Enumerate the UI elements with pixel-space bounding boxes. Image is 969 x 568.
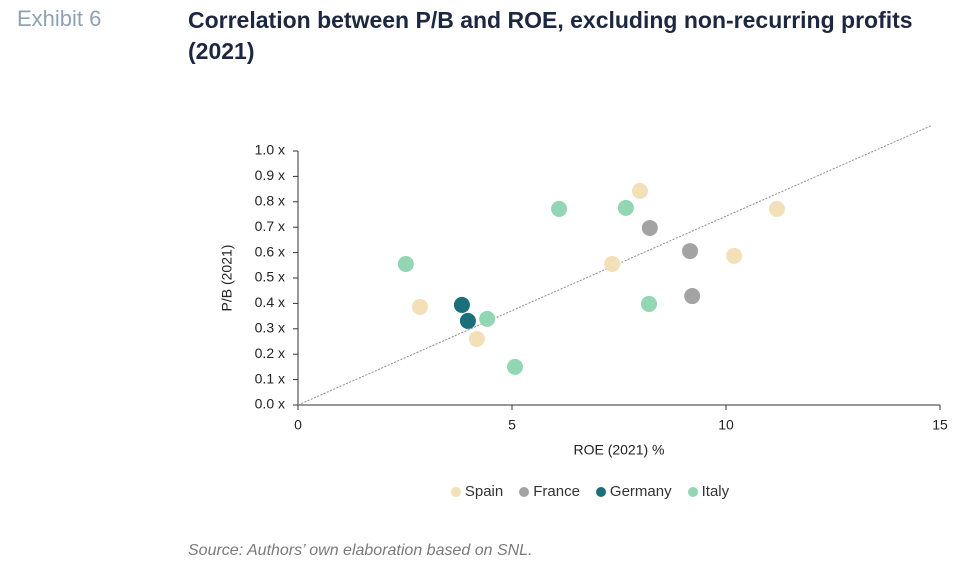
point (617, 199, 634, 216)
point (551, 200, 568, 217)
y-tick-label: 0.0 x (255, 396, 285, 412)
legend-label: Germany (609, 483, 672, 500)
y-axis-label: P/B (2021) (219, 245, 235, 312)
point (506, 358, 523, 375)
legend-marker (519, 486, 530, 497)
x-tick-label: 5 (508, 417, 516, 433)
x-tick-label: 15 (932, 417, 948, 433)
point (459, 312, 476, 329)
point (684, 288, 701, 305)
y-tick-label: 0.2 x (255, 345, 285, 361)
legend-item: Spain (450, 483, 504, 500)
point (468, 330, 485, 347)
legend-item: France (519, 483, 580, 500)
legend: Spain France Germany Italy (0, 483, 969, 500)
point (641, 219, 658, 236)
point (604, 256, 621, 273)
point (411, 298, 428, 315)
y-tick-label: 0.1 x (255, 370, 285, 386)
legend-item: Italy (687, 483, 730, 500)
point (640, 295, 657, 312)
legend-label: Spain (464, 483, 504, 500)
y-tick-label: 0.7 x (255, 218, 285, 234)
y-tick-label: 0.6 x (255, 243, 285, 259)
chart-title: Correlation between P/B and ROE, excludi… (188, 7, 913, 64)
legend-item: Germany (595, 483, 672, 500)
point (453, 296, 470, 313)
x-tick-label: 0 (294, 417, 302, 433)
point (726, 247, 743, 264)
exhibit-label: Exhibit 6 (17, 6, 102, 31)
y-tick-label: 0.4 x (255, 294, 285, 310)
legend-marker (450, 486, 461, 497)
legend-label: France (533, 483, 580, 500)
legend-marker (595, 486, 606, 497)
y-tick-label: 0.9 x (255, 167, 285, 183)
point (768, 200, 785, 217)
y-tick-label: 0.5 x (255, 269, 285, 285)
y-tick-label: 1.0 x (255, 142, 285, 158)
y-tick-label: 0.3 x (255, 320, 285, 336)
point (397, 256, 414, 273)
point (479, 310, 496, 327)
source-note: Source: Authors’ own elaboration based o… (188, 542, 533, 559)
x-axis-label: ROE (2021) % (573, 442, 664, 458)
point (682, 243, 699, 260)
x-tick-label: 10 (718, 417, 734, 433)
legend-marker (687, 486, 698, 497)
legend-label: Italy (701, 483, 730, 500)
point (631, 182, 648, 199)
y-tick-label: 0.8 x (255, 193, 285, 209)
